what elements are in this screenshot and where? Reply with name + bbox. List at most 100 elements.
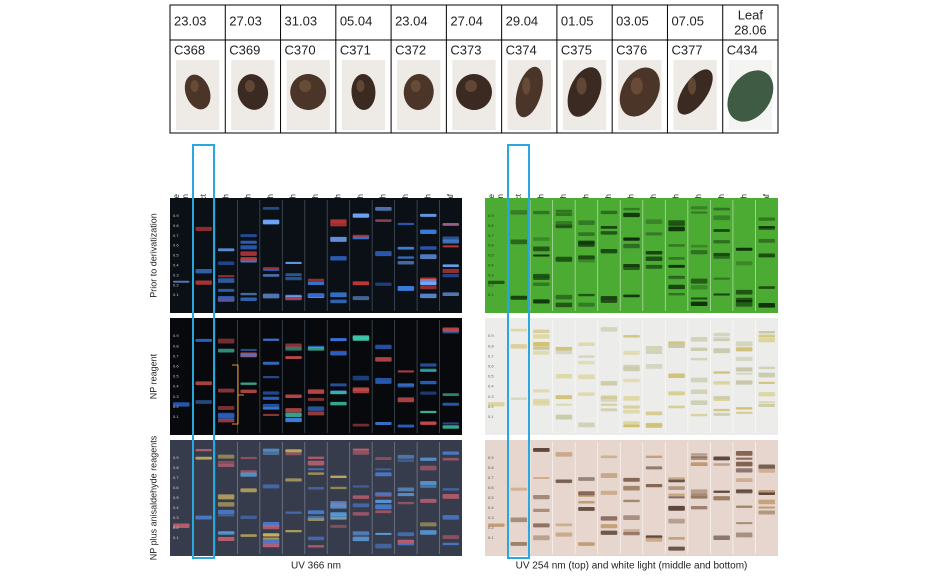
band	[352, 213, 370, 218]
column-date: 05.04	[340, 13, 373, 28]
band	[735, 505, 753, 508]
band	[285, 276, 302, 281]
band	[600, 249, 618, 254]
band	[240, 456, 257, 460]
column-date: 28.06	[734, 22, 767, 37]
band	[533, 275, 550, 280]
band	[690, 337, 708, 342]
band	[510, 239, 528, 245]
band	[442, 493, 459, 499]
band	[623, 405, 640, 409]
band	[555, 452, 573, 457]
band	[668, 405, 685, 409]
band	[375, 206, 392, 211]
band	[668, 264, 685, 268]
column-code: C374	[506, 42, 537, 57]
band	[217, 275, 235, 278]
band	[690, 250, 708, 255]
band	[645, 264, 663, 269]
band	[240, 472, 257, 477]
specimen-image	[286, 60, 330, 130]
specimen-image	[341, 60, 386, 130]
band	[240, 389, 257, 393]
band	[668, 244, 685, 247]
band	[217, 463, 235, 467]
band	[758, 331, 775, 334]
rf-tick-label: 0.4	[488, 262, 494, 267]
rf-tick-label: 0.5	[173, 495, 179, 500]
bud-highlight	[244, 80, 255, 92]
band	[397, 532, 415, 537]
band	[555, 221, 573, 226]
band	[352, 234, 370, 238]
caption: UV 254 nm (top) and white light (middle …	[516, 561, 748, 572]
band	[488, 280, 505, 285]
band	[195, 400, 212, 404]
band	[420, 213, 437, 217]
band	[645, 256, 663, 262]
band	[375, 377, 392, 382]
band	[442, 402, 459, 406]
band	[713, 277, 730, 280]
band	[217, 288, 235, 292]
band	[578, 360, 595, 365]
band	[442, 393, 459, 396]
band	[420, 457, 437, 461]
band	[330, 401, 347, 406]
band	[330, 236, 347, 242]
band	[758, 372, 775, 378]
band	[555, 532, 573, 537]
band	[713, 215, 730, 221]
band	[442, 451, 459, 455]
rf-tick-label: 0.2	[488, 282, 494, 287]
rf-tick-label: 0.6	[173, 243, 179, 248]
band	[578, 477, 595, 481]
band	[623, 531, 640, 536]
band	[690, 244, 708, 248]
rf-tick-label: 0.6	[488, 485, 494, 490]
band	[713, 207, 730, 211]
band	[375, 468, 392, 471]
band	[668, 226, 685, 232]
band	[173, 523, 190, 529]
band	[262, 451, 280, 456]
band	[352, 533, 370, 536]
band	[195, 280, 212, 285]
band	[758, 464, 775, 469]
rf-tick-label: 0.7	[173, 353, 179, 358]
band	[217, 494, 235, 500]
band	[352, 296, 370, 301]
band	[668, 536, 685, 540]
band	[623, 364, 640, 368]
band	[285, 412, 302, 418]
band	[420, 522, 437, 527]
band	[285, 452, 302, 456]
band	[442, 488, 459, 491]
rf-tick-label: 0.8	[173, 343, 179, 348]
band	[668, 546, 685, 551]
band	[623, 396, 640, 401]
band	[510, 487, 528, 491]
column-code: C368	[174, 42, 205, 57]
band	[420, 421, 437, 425]
band	[645, 423, 663, 428]
band	[262, 533, 280, 537]
band	[645, 250, 663, 255]
band	[375, 510, 392, 514]
band	[533, 347, 550, 351]
band	[758, 506, 775, 509]
band	[578, 293, 595, 297]
band	[330, 500, 347, 504]
column-date: 01.05	[561, 13, 594, 28]
band	[735, 461, 753, 467]
band	[285, 343, 302, 348]
band	[690, 347, 708, 351]
band	[623, 294, 640, 298]
band	[420, 485, 437, 488]
band	[578, 220, 595, 226]
band	[262, 448, 280, 452]
band	[330, 524, 347, 528]
band	[623, 350, 640, 356]
band	[397, 459, 415, 462]
column-code: C372	[395, 42, 426, 57]
